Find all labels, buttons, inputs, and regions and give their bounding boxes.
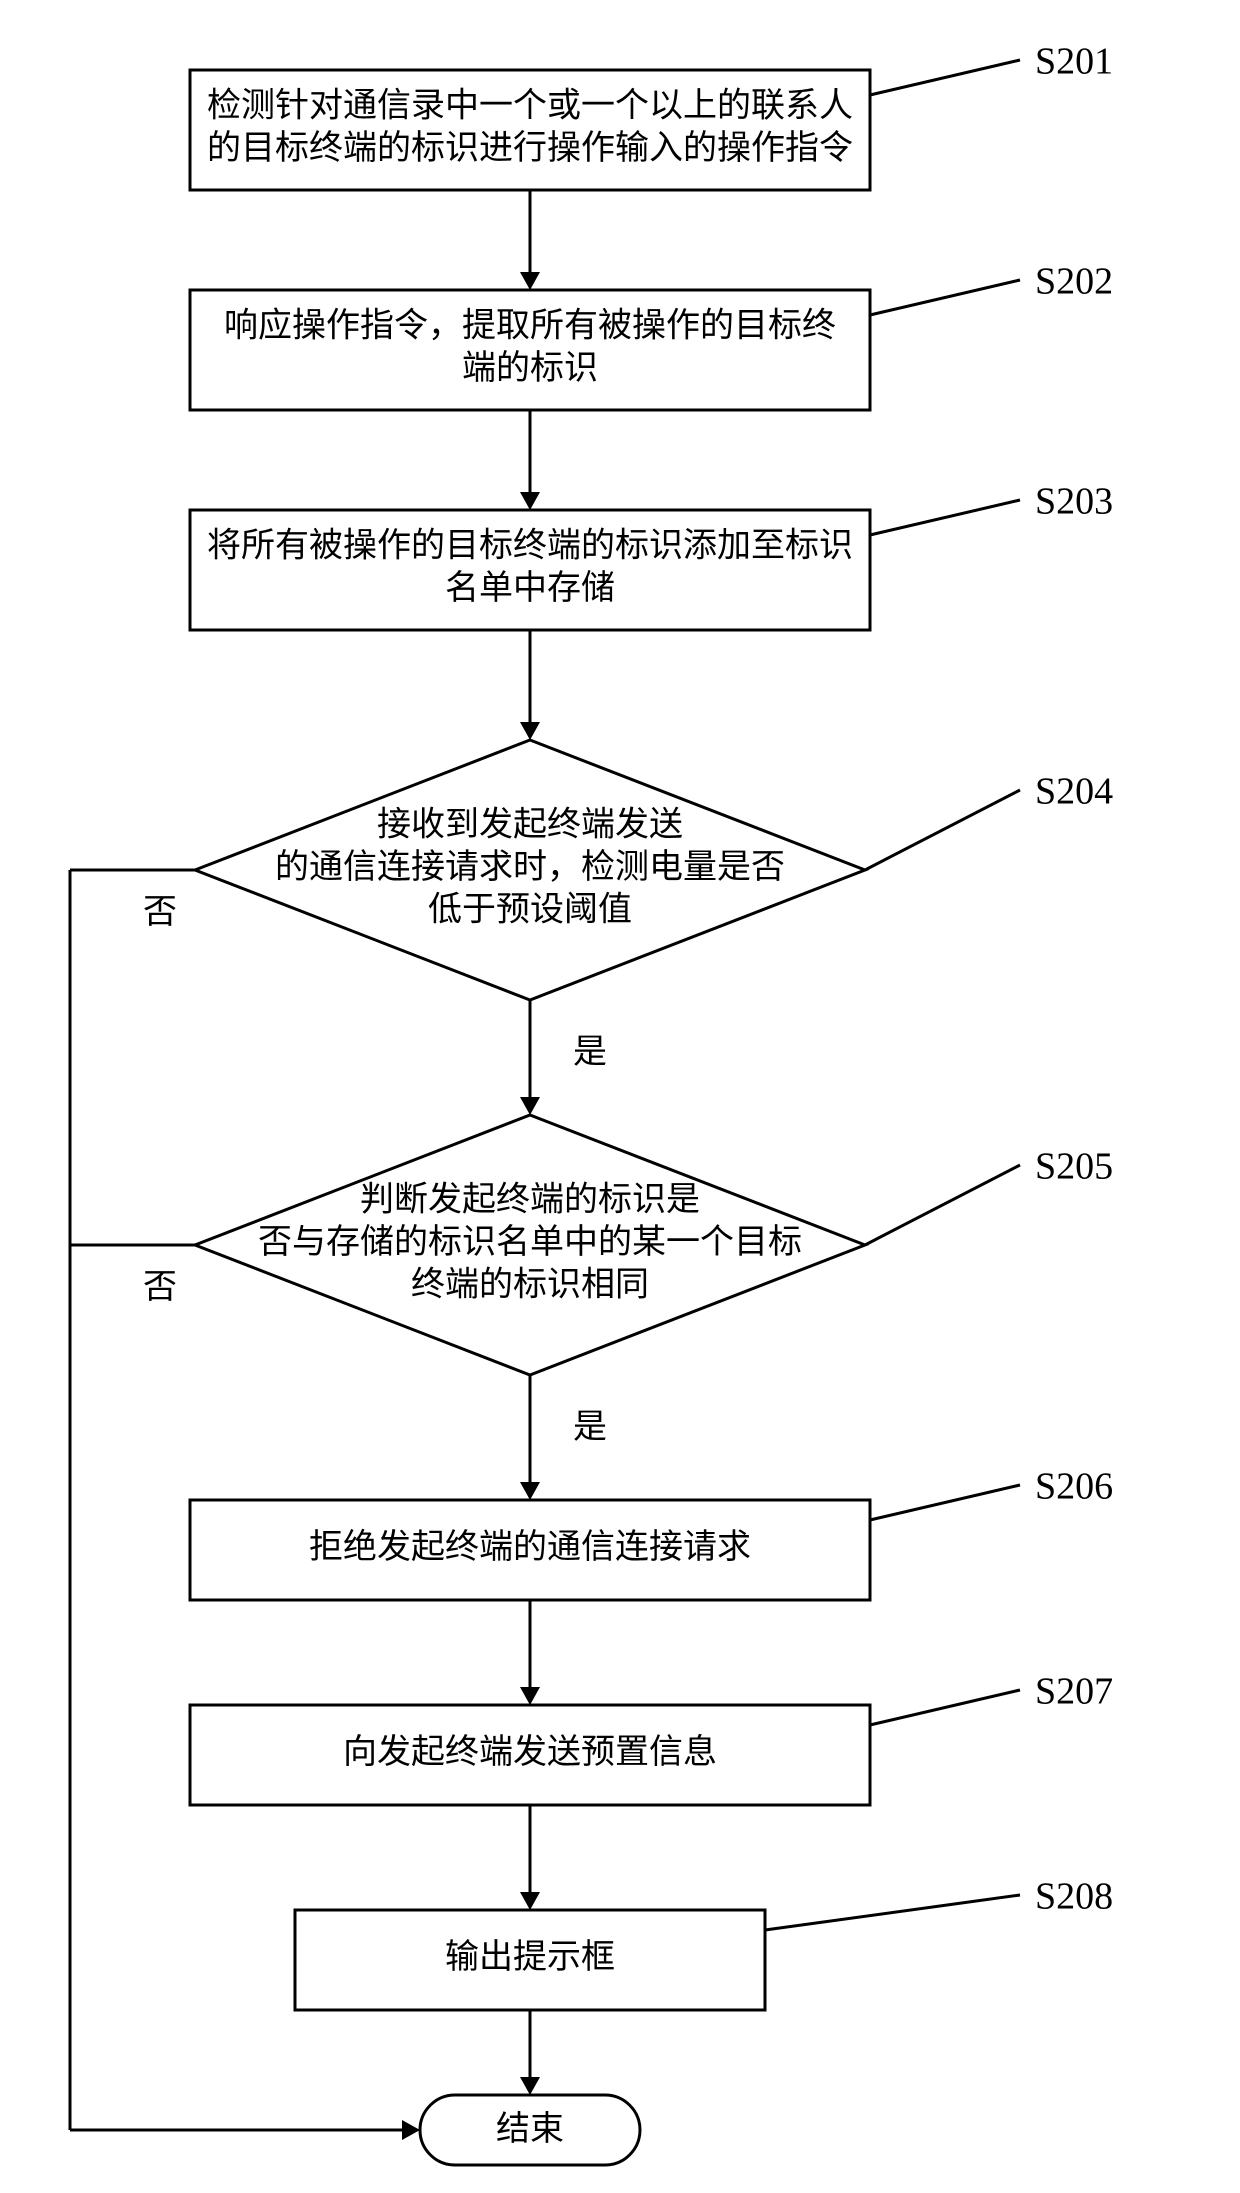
svg-text:响应操作指令，提取所有被操作的目标终: 响应操作指令，提取所有被操作的目标终 — [224, 307, 836, 345]
svg-text:S203: S203 — [1035, 481, 1113, 523]
svg-text:低于预设阈值: 低于预设阈值 — [428, 890, 632, 928]
svg-text:拒绝发起终端的通信连接请求: 拒绝发起终端的通信连接请求 — [309, 1528, 751, 1566]
svg-text:S205: S205 — [1035, 1146, 1113, 1188]
svg-text:名单中存储: 名单中存储 — [445, 569, 615, 607]
svg-text:S202: S202 — [1035, 261, 1113, 303]
svg-text:向发起终端发送预置信息: 向发起终端发送预置信息 — [343, 1733, 717, 1771]
svg-text:判断发起终端的标识是: 判断发起终端的标识是 — [360, 1180, 700, 1218]
svg-text:否: 否 — [143, 1269, 177, 1306]
svg-text:结束: 结束 — [496, 2110, 564, 2148]
svg-text:否与存储的标识名单中的某一个目标: 否与存储的标识名单中的某一个目标 — [258, 1223, 802, 1261]
svg-text:否: 否 — [143, 894, 177, 931]
svg-text:终端的标识相同: 终端的标识相同 — [411, 1265, 649, 1303]
svg-text:是: 是 — [573, 1034, 607, 1071]
svg-text:S207: S207 — [1035, 1671, 1113, 1713]
svg-text:S206: S206 — [1035, 1466, 1113, 1508]
svg-text:的通信连接请求时，检测电量是否: 的通信连接请求时，检测电量是否 — [275, 848, 785, 886]
svg-text:接收到发起终端发送: 接收到发起终端发送 — [377, 805, 683, 843]
svg-text:将所有被操作的目标终端的标识添加至标识: 将所有被操作的目标终端的标识添加至标识 — [207, 527, 853, 565]
svg-text:是: 是 — [573, 1409, 607, 1446]
svg-text:的目标终端的标识进行操作输入的操作指令: 的目标终端的标识进行操作输入的操作指令 — [207, 129, 853, 167]
svg-text:输出提示框: 输出提示框 — [445, 1938, 615, 1976]
svg-text:检测针对通信录中一个或一个以上的联系人: 检测针对通信录中一个或一个以上的联系人 — [207, 87, 853, 125]
svg-text:S201: S201 — [1035, 41, 1113, 83]
svg-text:端的标识: 端的标识 — [462, 349, 598, 387]
svg-text:S204: S204 — [1035, 771, 1113, 813]
svg-text:S208: S208 — [1035, 1876, 1113, 1918]
